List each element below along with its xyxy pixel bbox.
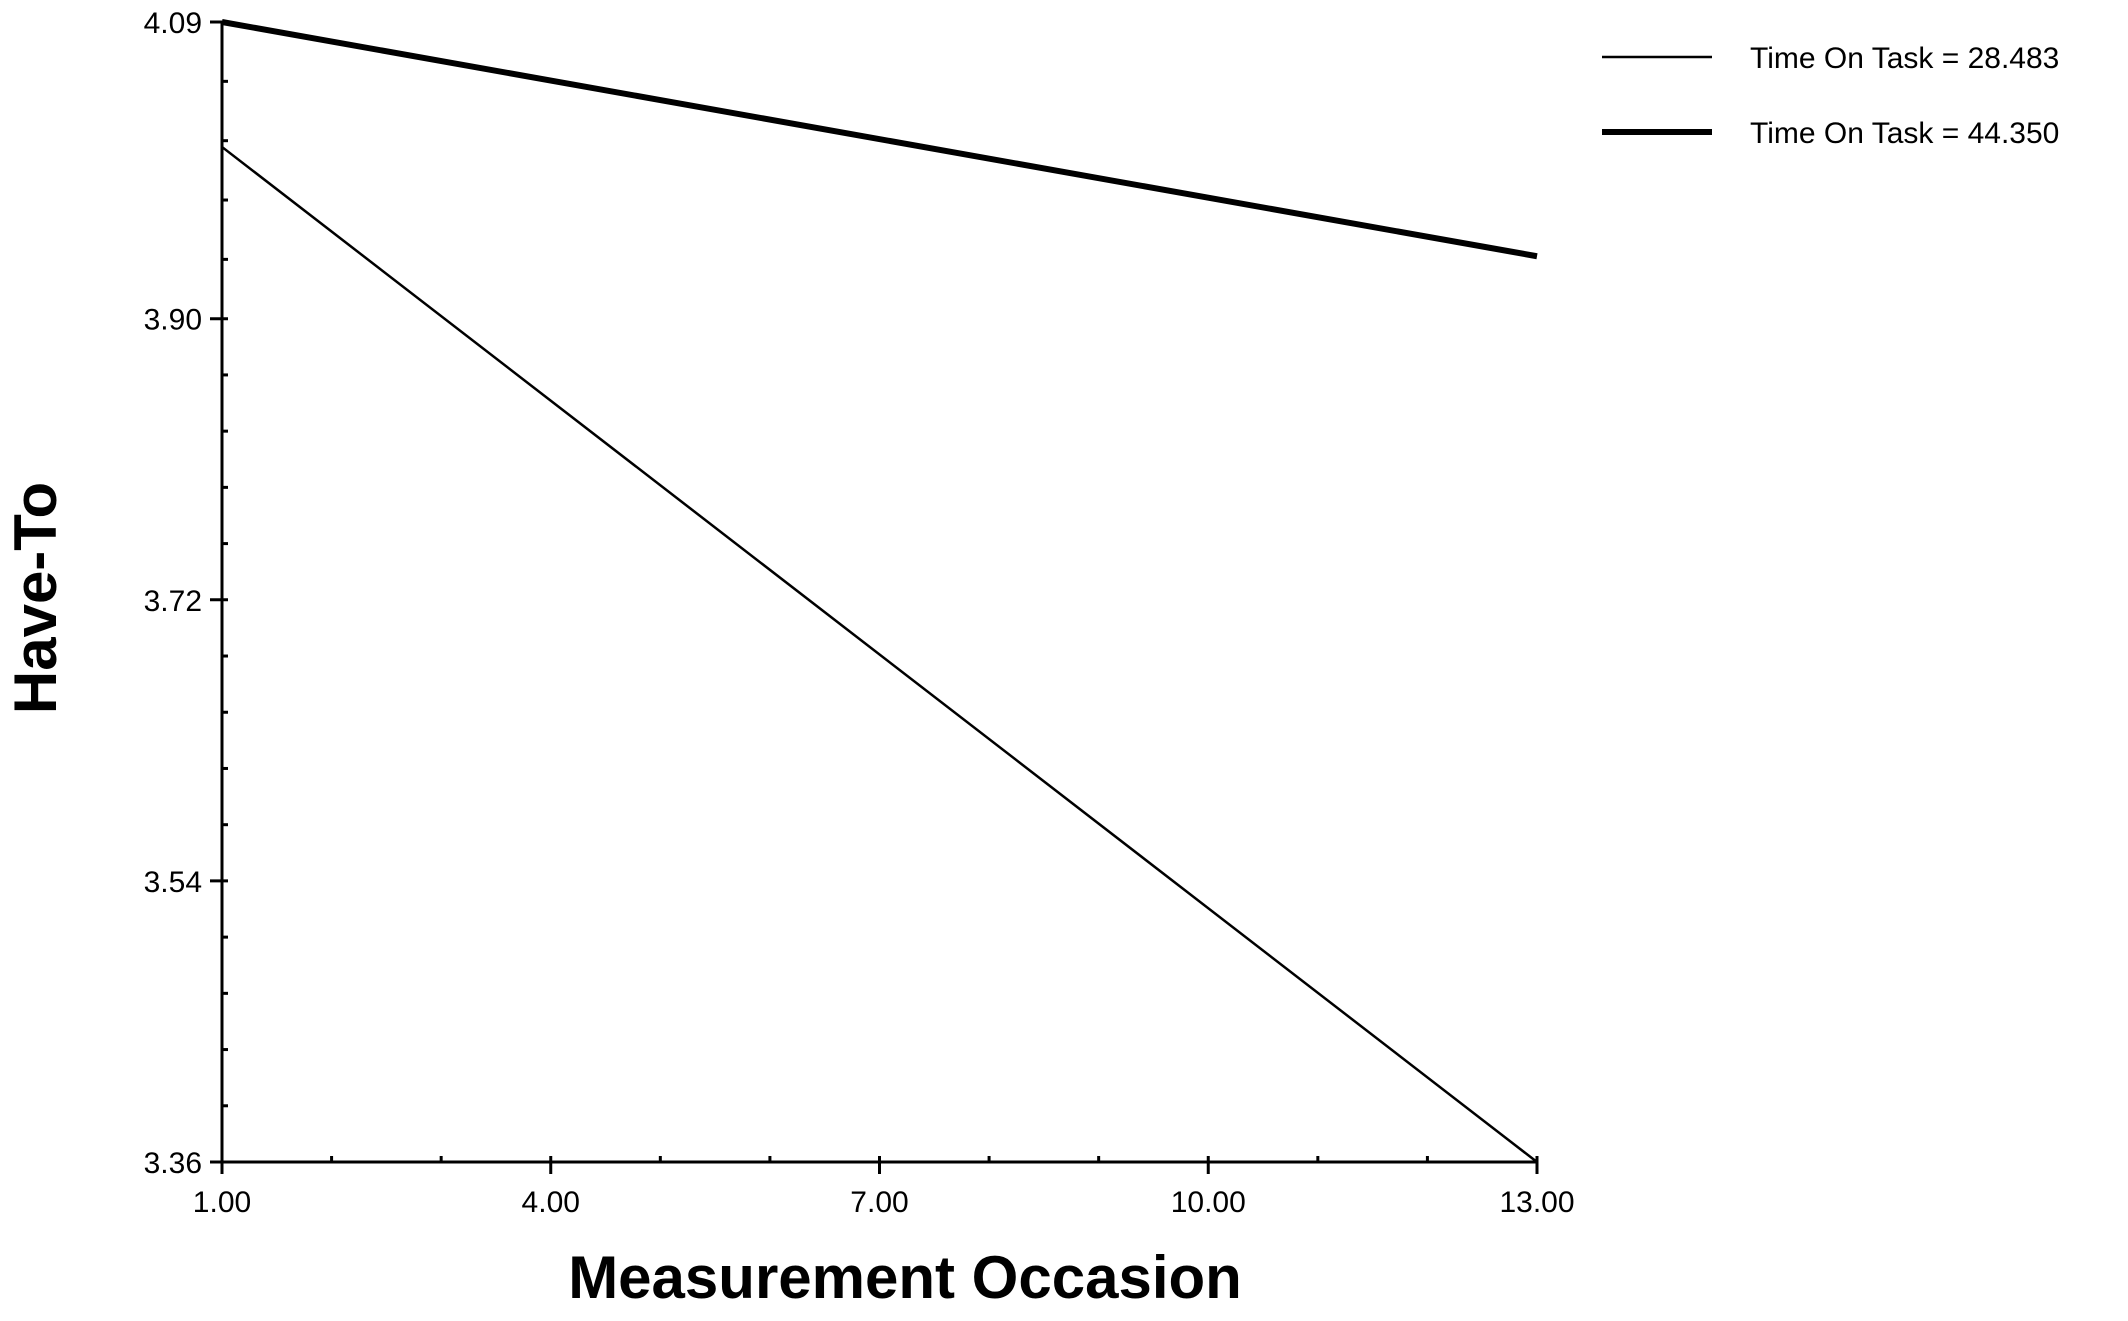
x-tick-label: 13.00 — [1499, 1186, 1574, 1219]
series-lines — [221, 19, 1538, 1163]
axes: 3.36 3.54 3.72 3.90 4.09 1.00 4.00 7.00 10.00 13.… — [144, 7, 1575, 1219]
legend-label-1: Time On Task = 28.483 — [1750, 42, 2059, 75]
y-axis-title: Have-To — [2, 482, 69, 714]
x-tick-label: 1.00 — [193, 1186, 251, 1219]
legend-label-2: Time On Task = 44.350 — [1750, 117, 2059, 150]
y-tick-label: 3.90 — [144, 304, 202, 337]
legend: Time On Task = 28.483 Time On Task = 44.3… — [1602, 42, 2059, 150]
x-tick-label: 4.00 — [522, 1186, 580, 1219]
series-line-1 — [221, 145, 1538, 1163]
series-line-2 — [221, 19, 1538, 260]
x-tick-label: 10.00 — [1171, 1186, 1246, 1219]
x-tick-label: 7.00 — [850, 1186, 908, 1219]
y-tick-label: 3.54 — [144, 866, 202, 899]
y-tick-label: 3.36 — [144, 1147, 202, 1180]
y-tick-label: 4.09 — [144, 7, 202, 40]
y-tick-label: 3.72 — [144, 585, 202, 618]
x-axis-title: Measurement Occasion — [568, 1244, 1242, 1311]
